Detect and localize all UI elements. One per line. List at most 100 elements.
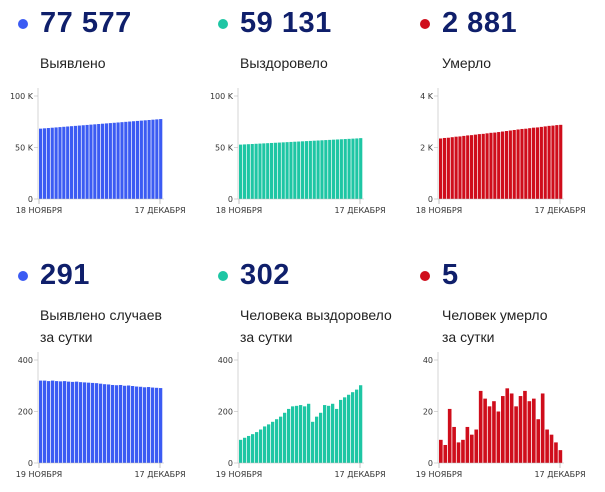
bar: [549, 434, 554, 463]
bar: [351, 138, 355, 199]
bar: [493, 132, 497, 199]
bar: [540, 393, 545, 463]
bar: [347, 394, 351, 463]
bar: [93, 124, 97, 199]
bar: [458, 136, 462, 199]
bar: [327, 405, 331, 463]
bar: [39, 128, 43, 199]
bar: [456, 442, 461, 463]
bar: [291, 406, 295, 463]
bar: [95, 383, 99, 463]
bar: [328, 139, 332, 199]
bar: [58, 127, 62, 199]
x-start-label: 19 НОЯБРЯ: [16, 470, 62, 479]
deaths-dot-icon: [420, 19, 430, 29]
bar: [532, 398, 536, 464]
x-end-label: 17 ДЕКАБРЯ: [534, 470, 585, 479]
bar: [518, 396, 523, 463]
bar: [343, 139, 347, 199]
bar: [67, 381, 71, 463]
y-tick-label: 100 K: [10, 92, 34, 101]
bar: [335, 139, 340, 199]
y-tick-label: 400: [18, 356, 33, 365]
recovered-daily-dot-icon: [218, 271, 228, 281]
bar: [147, 387, 151, 463]
chart-recovered-total: 0 50 K 100 K 18 НОЯБРЯ 17 ДЕКАБРЯ: [210, 88, 386, 215]
bar: [295, 405, 299, 463]
bar: [359, 138, 363, 199]
bar: [355, 138, 359, 199]
bar: [343, 397, 347, 463]
bar: [501, 131, 505, 199]
deaths-daily-label: Человек умерло за сутки: [442, 307, 548, 345]
bar: [287, 408, 291, 463]
bar: [516, 129, 520, 199]
bar: [528, 128, 532, 199]
chart-deaths-daily: 0 20 40 19 НОЯБРЯ 17 ДЕКАБРЯ: [416, 352, 586, 479]
bar: [347, 138, 351, 199]
x-start-label: 19 НОЯБРЯ: [416, 470, 462, 479]
bar: [301, 141, 305, 199]
detected-total-label: Выявлено: [40, 55, 106, 71]
bar: [54, 127, 58, 199]
bar: [492, 401, 496, 463]
bar: [273, 142, 278, 199]
bar: [66, 126, 70, 199]
bar: [270, 142, 274, 199]
bar: [324, 140, 328, 199]
bar: [535, 127, 540, 199]
x-end-label: 17 ДЕКАБРЯ: [134, 206, 185, 215]
bar: [297, 141, 301, 199]
bar: [504, 131, 509, 199]
bar: [332, 139, 336, 199]
bar: [439, 439, 443, 463]
bar: [311, 421, 315, 463]
x-start-label: 18 НОЯБРЯ: [416, 206, 462, 215]
bar: [355, 389, 359, 463]
recovered-dot-icon: [218, 19, 228, 29]
detected-total-value: 77 577: [40, 7, 132, 39]
detected-daily-dot-icon: [18, 271, 28, 281]
bar: [335, 408, 339, 463]
bar: [50, 127, 54, 199]
bar: [263, 426, 267, 463]
detected-daily-value: 291: [40, 259, 90, 291]
y-tick-label: 0: [28, 459, 33, 468]
bar: [443, 444, 448, 463]
bar: [107, 384, 111, 463]
bar: [46, 128, 50, 199]
bar: [259, 429, 263, 463]
bar: [111, 384, 115, 463]
bar: [351, 392, 355, 463]
bar: [545, 429, 549, 463]
bar: [42, 128, 47, 199]
recovered-total-value: 59 131: [240, 7, 332, 39]
bar: [470, 135, 474, 199]
bar: [496, 411, 501, 463]
bar: [131, 386, 135, 463]
y-tick-label: 20: [423, 408, 433, 417]
bar: [539, 126, 543, 199]
bar: [73, 125, 78, 199]
bar: [139, 386, 143, 463]
bar: [47, 381, 51, 463]
bar: [139, 120, 143, 199]
x-end-label: 17 ДЕКАБРЯ: [134, 470, 185, 479]
chart-deaths-total: 0 2 K 4 K 18 НОЯБРЯ 17 ДЕКАБРЯ: [416, 88, 586, 215]
bar: [447, 408, 452, 463]
bar: [51, 380, 55, 463]
bar: [307, 403, 311, 463]
bar: [89, 124, 93, 199]
bar: [112, 122, 116, 199]
deaths-daily-value: 5: [442, 259, 459, 291]
bar: [442, 137, 447, 199]
y-tick-label: 200: [218, 408, 233, 417]
bar: [483, 398, 487, 464]
detected-dot-icon: [18, 19, 28, 29]
bar: [489, 132, 493, 199]
bar: [477, 134, 481, 199]
bar: [275, 419, 279, 463]
bar: [143, 120, 147, 199]
bar: [147, 120, 151, 199]
bar: [239, 439, 243, 463]
